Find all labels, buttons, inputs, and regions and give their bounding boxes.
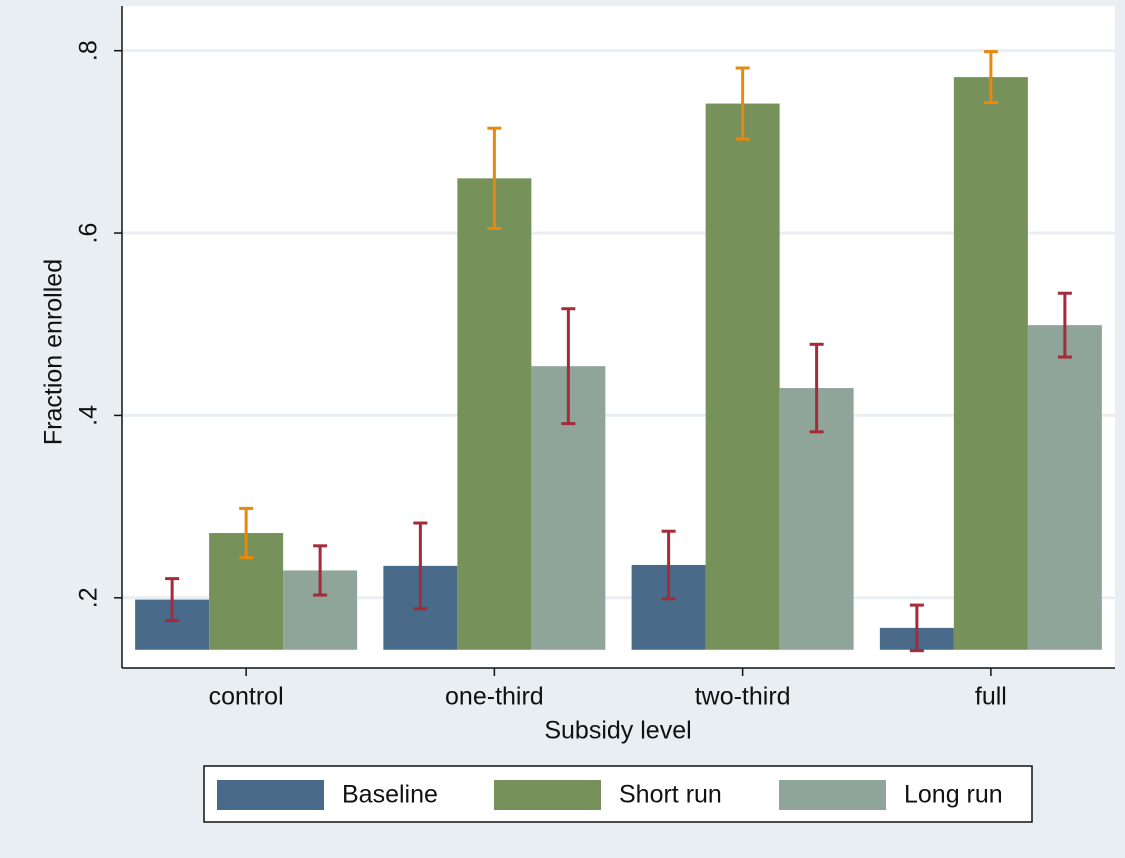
y-tick-label: .2 [75,587,103,608]
x-tick-label: one-third [445,683,544,711]
bar [705,103,780,650]
error-bar [909,603,924,653]
legend-swatch [779,780,886,810]
error-bar [735,66,750,141]
plot-area [122,6,1115,668]
error-bar [561,307,576,426]
legend-label: Baseline [342,781,438,809]
error-bar [809,342,824,434]
error-bar [983,50,998,105]
legend-swatch [217,780,324,810]
x-tick-label: full [975,683,1007,711]
bar [953,77,1028,650]
legend-swatch [494,780,601,810]
y-tick-label: .4 [75,405,103,426]
error-bar [313,544,328,597]
legend [203,765,1033,823]
error-bar [165,577,180,623]
error-bar [1057,291,1072,359]
error-bar [239,506,254,560]
x-tick-label: control [209,683,284,711]
legend-label: Long run [904,781,1003,809]
y-axis-title: Fraction enrolled [40,259,68,445]
y-tick-label: .8 [75,40,103,61]
error-bar [487,126,502,230]
error-bar [413,521,428,611]
legend-label: Short run [619,781,722,809]
error-bar [661,529,676,601]
bar [1027,325,1102,650]
bar [457,178,532,650]
x-axis-title: Subsidy level [544,717,691,745]
y-tick-label: .6 [75,223,103,244]
x-tick-label: two-third [695,683,791,711]
